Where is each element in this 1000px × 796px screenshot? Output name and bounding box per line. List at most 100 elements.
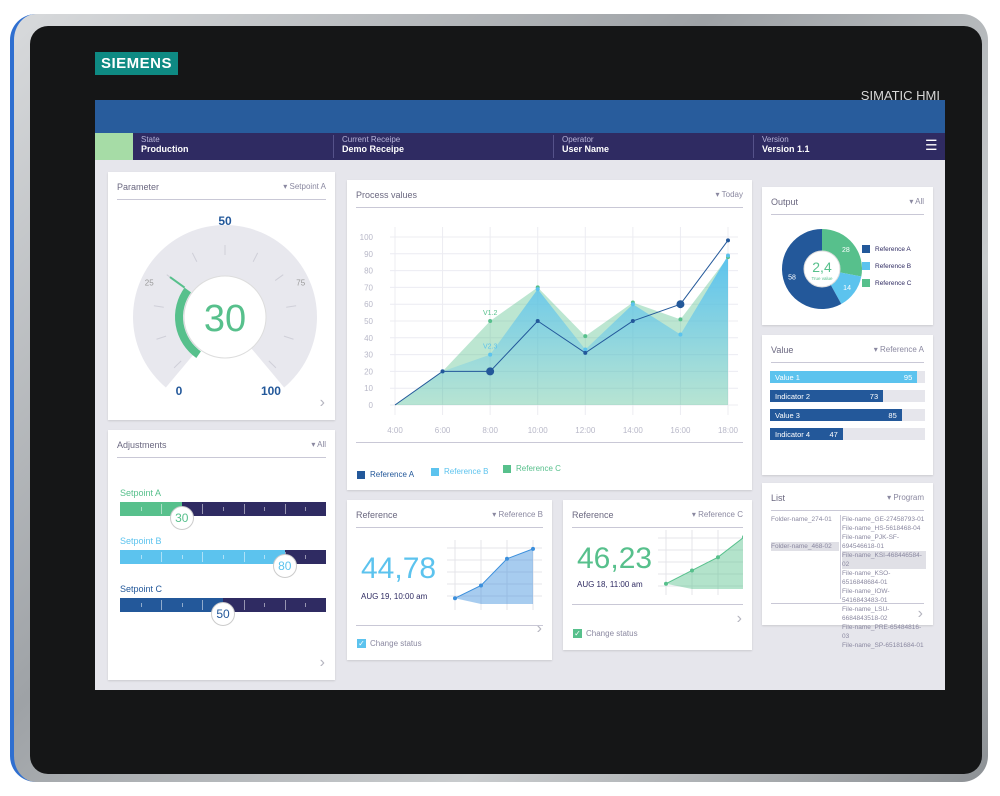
slider-tick — [264, 555, 266, 559]
file-item[interactable]: File-name_PJK-SF-694546618-01 — [842, 534, 900, 550]
card-title: Output — [771, 197, 799, 207]
slider-tick — [264, 507, 266, 511]
chevron-right-icon[interactable]: › — [736, 610, 742, 627]
receipe-label: Current Receipe — [342, 135, 401, 144]
bar-label: Value 1 — [775, 372, 800, 382]
reference-c-value: 46,23 — [577, 542, 653, 575]
slider-tick — [161, 504, 163, 514]
slider-tick — [284, 600, 286, 610]
parameter-dropdown[interactable]: ▾ Setpoint A — [283, 182, 326, 191]
bar-label: Indicator 2 — [775, 391, 811, 401]
header-state[interactable]: State Production — [133, 135, 189, 158]
series-reference-b-area — [395, 255, 728, 405]
process-values-card: Process values ▾ Today 0 10 20 30 40 50 60 70 80… — [347, 180, 752, 490]
process-dropdown[interactable]: ▾ Today — [715, 190, 743, 199]
bar-label: Value 3 — [775, 410, 800, 420]
slider-tick — [181, 603, 183, 607]
file-item[interactable]: File-name_PRE-65484816-03 — [842, 624, 922, 640]
gauge-needle — [169, 276, 186, 289]
y-tick-label: 0 — [369, 401, 374, 410]
file-item[interactable]: File-name_KSO-6516848684-01 — [842, 570, 891, 586]
slider-fill — [120, 502, 182, 516]
state-label: State — [141, 135, 160, 144]
reference-c-dropdown[interactable]: ▾ Reference C — [691, 510, 743, 519]
file-item[interactable]: File-name_SP-65181684-01 — [842, 642, 924, 649]
reference-c-date: AUG 18, 11:00 am — [577, 580, 643, 589]
operator-value: User Name — [562, 144, 610, 154]
folder-item[interactable]: Folder-name_274-01 — [771, 516, 832, 523]
file-item[interactable]: File-name_KSI-468446584-02 — [842, 551, 926, 569]
slider-label: Setpoint B — [120, 536, 162, 546]
adjustments-card: Adjustments ▾ All › Setpoint A 30 Setpoint… — [108, 430, 335, 680]
bar-label: Indicator 4 — [775, 429, 811, 439]
slider-knob[interactable]: 50 — [211, 602, 235, 626]
output-dropdown[interactable]: ▾ All — [909, 197, 924, 206]
file-item[interactable]: File-name_LSU-6684843518-02 — [842, 606, 890, 622]
data-point-reference-a — [486, 367, 495, 376]
parameter-gauge[interactable]: 30 0 25 50 75 100 — [108, 202, 335, 412]
chevron-right-icon[interactable]: › — [536, 620, 542, 637]
y-tick-label: 80 — [364, 267, 373, 276]
folder-list: Folder-name_274-01 Folder-name_468-02 — [771, 515, 839, 551]
header-operator[interactable]: Operator User Name — [553, 135, 609, 158]
slider-tick — [243, 504, 245, 514]
checkmark-icon: ✓ — [357, 639, 366, 648]
sparkline-point — [531, 546, 535, 551]
slider-tick — [305, 507, 307, 511]
bar-row: Value 3 85 — [770, 409, 925, 421]
slider-tick — [202, 552, 204, 562]
bar-fill: Indicator 4 47 — [770, 428, 843, 440]
version-label: Version — [762, 135, 789, 144]
process-chart[interactable]: 0 10 20 30 40 50 60 70 80 90 100 4:00 6:00 8:00 10:00 1… — [347, 210, 752, 470]
legend-reference-a: Reference A — [357, 470, 414, 479]
x-tick-label: 4:00 — [387, 426, 403, 435]
change-status-checkbox[interactable]: ✓ Change status — [573, 629, 638, 638]
chevron-right-icon[interactable]: › — [917, 605, 923, 622]
slider-tick — [305, 555, 307, 559]
change-status-checkbox[interactable]: ✓ Change status — [357, 639, 422, 648]
dropdown-value: Reference A — [879, 345, 924, 354]
sparkline-point — [479, 583, 483, 588]
card-title: Value — [771, 345, 794, 355]
chevron-right-icon[interactable]: › — [319, 394, 325, 411]
y-tick-label: 30 — [364, 351, 373, 360]
gauge-value-arc — [175, 287, 202, 358]
card-title: Adjustments — [117, 440, 167, 450]
reference-b-dropdown[interactable]: ▾ Reference B — [492, 510, 543, 519]
slider-setpoint-c[interactable]: 50 — [120, 598, 326, 626]
slider-setpoint-a[interactable]: 30 — [120, 502, 326, 530]
list-dropdown[interactable]: ▾ Program — [887, 493, 924, 502]
file-item[interactable]: File-name_IOW-5416843483-01 — [842, 588, 890, 604]
slider-tick — [284, 504, 286, 514]
gauge-value: 30 — [204, 298, 246, 340]
slider-tick — [305, 603, 307, 607]
header-nav: State Production Current Receipe Demo Rece… — [95, 133, 945, 160]
data-point-reference-a — [535, 319, 540, 323]
state-indicator — [95, 133, 133, 160]
bar-fill: Value 1 95 — [770, 371, 918, 383]
gauge-center — [183, 275, 267, 359]
dropdown-value: Setpoint A — [289, 182, 326, 191]
series-reference-a-line — [394, 240, 729, 406]
sparkline-area — [666, 537, 743, 589]
slider-knob[interactable]: 30 — [169, 506, 194, 530]
value-dropdown[interactable]: ▾ Reference A — [873, 345, 924, 354]
sparkline-line — [665, 537, 743, 585]
adjustments-dropdown[interactable]: ▾ All — [311, 440, 326, 449]
slider-knob[interactable]: 80 — [272, 554, 297, 578]
sparkline-point — [742, 535, 743, 539]
file-item[interactable]: File-name_GE-27458793-01 — [842, 516, 925, 523]
folder-item[interactable]: Folder-name_468-02 — [771, 542, 839, 551]
hamburger-icon[interactable]: ☰ — [925, 137, 938, 153]
slider-setpoint-b[interactable]: 80 — [120, 550, 326, 578]
header-receipe[interactable]: Current Receipe Demo Receipe — [333, 135, 404, 158]
chevron-right-icon[interactable]: › — [319, 654, 325, 671]
legend-reference-a: Reference A — [862, 245, 911, 253]
file-item[interactable]: File-name_HS-5618468-04 — [842, 525, 921, 532]
list-card: List ▾ Program Folder-name_274-01 Folder… — [762, 483, 933, 649]
slider-tick — [202, 504, 204, 514]
gauge-tick — [274, 274, 284, 281]
gauge-tick — [268, 360, 277, 369]
annotation-label: V2.3 — [483, 344, 498, 351]
version-value: Version 1.1 — [762, 144, 810, 154]
